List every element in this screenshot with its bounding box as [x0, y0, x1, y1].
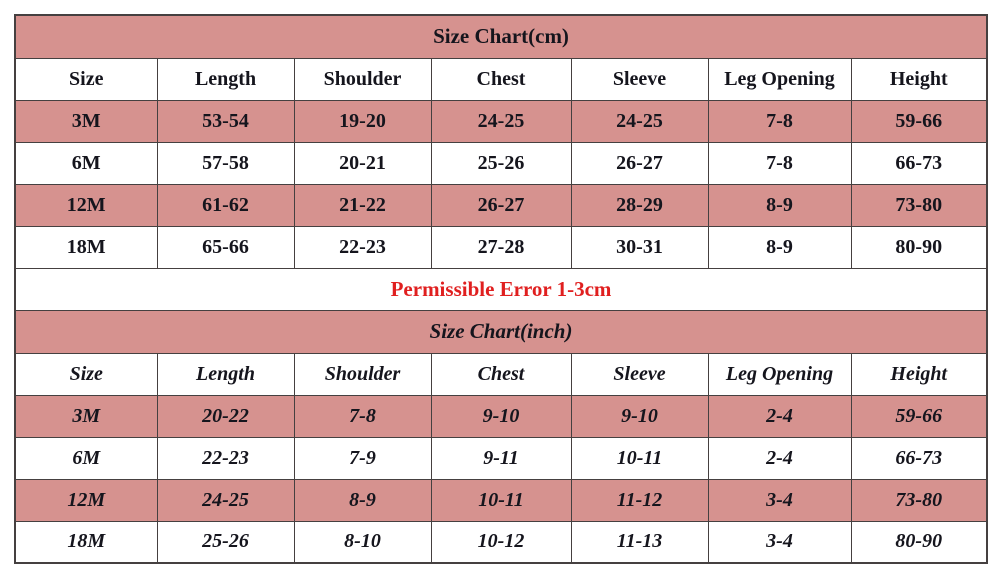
value-cell: 3-4 — [707, 520, 852, 564]
value-cell: 10-11 — [570, 436, 709, 480]
value-cell: 66-73 — [850, 141, 988, 185]
value-cell: 57-58 — [156, 141, 295, 185]
inch-section-title: Size Chart(inch) — [14, 309, 988, 354]
value-cell: 73-80 — [850, 478, 988, 522]
value-cell: 22-23 — [156, 436, 295, 480]
value-cell: 24-25 — [570, 99, 709, 143]
column-header-leg-opening: Leg Opening — [707, 57, 852, 101]
tolerance-note-row: Permissible Error 1-3cm — [14, 267, 988, 311]
column-header-chest: Chest — [430, 57, 572, 101]
cm-section-title-row: Size Chart(cm) — [14, 14, 988, 59]
column-header-sleeve: Sleeve — [570, 57, 709, 101]
value-cell: 59-66 — [850, 99, 988, 143]
column-header-length: Length — [156, 352, 295, 396]
value-cell: 25-26 — [156, 520, 295, 564]
column-header-chest: Chest — [430, 352, 572, 396]
inch-row-18m: 18M 25-26 8-10 10-12 11-13 3-4 80-90 — [14, 520, 988, 564]
value-cell: 53-54 — [156, 99, 295, 143]
inch-section-title-row: Size Chart(inch) — [14, 309, 988, 354]
value-cell: 30-31 — [570, 225, 709, 269]
column-header-size: Size — [14, 57, 158, 101]
value-cell: 10-11 — [430, 478, 572, 522]
size-label-cell: 12M — [14, 183, 158, 227]
inch-row-6m: 6M 22-23 7-9 9-11 10-11 2-4 66-73 — [14, 436, 988, 480]
size-label-cell: 6M — [14, 436, 158, 480]
column-header-shoulder: Shoulder — [293, 57, 432, 101]
value-cell: 66-73 — [850, 436, 988, 480]
size-label-cell: 6M — [14, 141, 158, 185]
inch-row-12m: 12M 24-25 8-9 10-11 11-12 3-4 73-80 — [14, 478, 988, 522]
value-cell: 8-10 — [293, 520, 432, 564]
value-cell: 8-9 — [707, 183, 852, 227]
value-cell: 25-26 — [430, 141, 572, 185]
value-cell: 80-90 — [850, 520, 988, 564]
cm-row-18m: 18M 65-66 22-23 27-28 30-31 8-9 80-90 — [14, 225, 988, 269]
column-header-sleeve: Sleeve — [570, 352, 709, 396]
cm-header-row: Size Length Shoulder Chest Sleeve Leg Op… — [14, 57, 988, 101]
value-cell: 8-9 — [293, 478, 432, 522]
size-chart-table: Size Chart(cm) Size Length Shoulder Ches… — [14, 14, 989, 564]
value-cell: 9-11 — [430, 436, 572, 480]
value-cell: 2-4 — [707, 436, 852, 480]
value-cell: 73-80 — [850, 183, 988, 227]
value-cell: 9-10 — [430, 394, 572, 438]
value-cell: 80-90 — [850, 225, 988, 269]
size-label-cell: 12M — [14, 478, 158, 522]
cm-row-6m: 6M 57-58 20-21 25-26 26-27 7-8 66-73 — [14, 141, 988, 185]
value-cell: 27-28 — [430, 225, 572, 269]
value-cell: 20-22 — [156, 394, 295, 438]
cm-row-12m: 12M 61-62 21-22 26-27 28-29 8-9 73-80 — [14, 183, 988, 227]
value-cell: 24-25 — [430, 99, 572, 143]
value-cell: 7-8 — [293, 394, 432, 438]
cm-row-3m: 3M 53-54 19-20 24-25 24-25 7-8 59-66 — [14, 99, 988, 143]
value-cell: 59-66 — [850, 394, 988, 438]
size-label-cell: 3M — [14, 99, 158, 143]
value-cell: 7-8 — [707, 141, 852, 185]
value-cell: 10-12 — [430, 520, 572, 564]
inch-header-row: Size Length Shoulder Chest Sleeve Leg Op… — [14, 352, 988, 396]
inch-row-3m: 3M 20-22 7-8 9-10 9-10 2-4 59-66 — [14, 394, 988, 438]
value-cell: 28-29 — [570, 183, 709, 227]
value-cell: 11-12 — [570, 478, 709, 522]
value-cell: 2-4 — [707, 394, 852, 438]
value-cell: 11-13 — [570, 520, 709, 564]
size-label-cell: 18M — [14, 225, 158, 269]
size-chart: Size Chart(cm) Size Length Shoulder Ches… — [14, 14, 989, 564]
column-header-shoulder: Shoulder — [293, 352, 432, 396]
size-label-cell: 3M — [14, 394, 158, 438]
value-cell: 26-27 — [430, 183, 572, 227]
value-cell: 8-9 — [707, 225, 852, 269]
column-header-length: Length — [156, 57, 295, 101]
column-header-height: Height — [850, 57, 988, 101]
value-cell: 22-23 — [293, 225, 432, 269]
value-cell: 7-8 — [707, 99, 852, 143]
column-header-size: Size — [14, 352, 158, 396]
value-cell: 21-22 — [293, 183, 432, 227]
value-cell: 9-10 — [570, 394, 709, 438]
tolerance-note: Permissible Error 1-3cm — [14, 267, 988, 311]
value-cell: 26-27 — [570, 141, 709, 185]
value-cell: 61-62 — [156, 183, 295, 227]
value-cell: 3-4 — [707, 478, 852, 522]
column-header-leg-opening: Leg Opening — [707, 352, 852, 396]
size-label-cell: 18M — [14, 520, 158, 564]
value-cell: 7-9 — [293, 436, 432, 480]
value-cell: 65-66 — [156, 225, 295, 269]
value-cell: 20-21 — [293, 141, 432, 185]
cm-section-title: Size Chart(cm) — [14, 14, 988, 59]
value-cell: 24-25 — [156, 478, 295, 522]
column-header-height: Height — [850, 352, 988, 396]
value-cell: 19-20 — [293, 99, 432, 143]
